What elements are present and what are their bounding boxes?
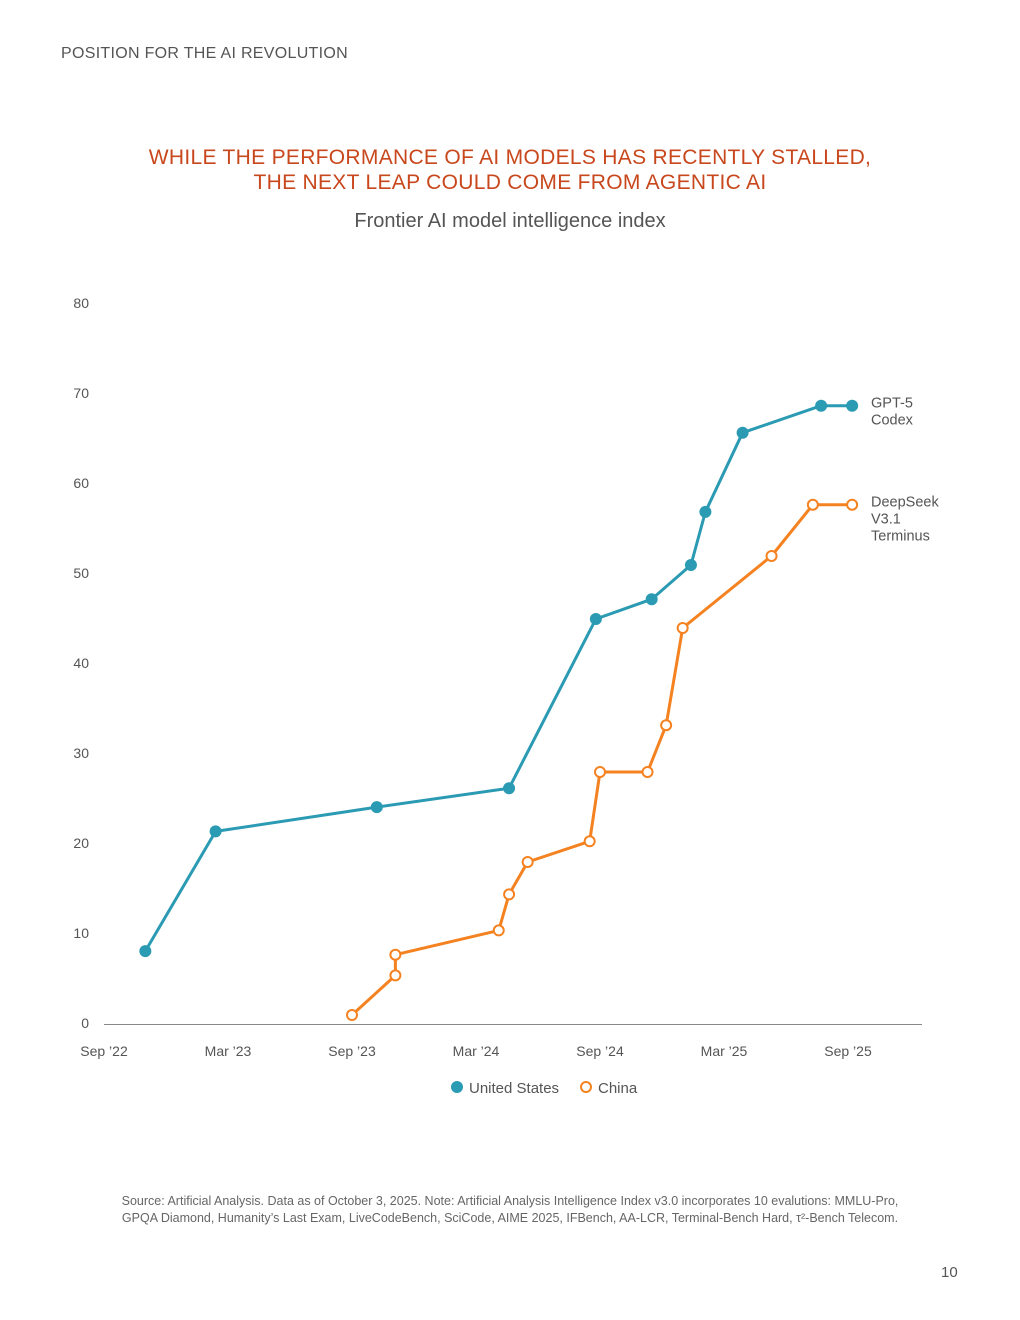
x-tick-label: Mar ’24: [453, 1043, 500, 1059]
source-note: Source: Artificial Analysis. Data as of …: [0, 1193, 1020, 1227]
data-point: [589, 613, 602, 625]
data-point: [139, 945, 152, 958]
series-line-china: [350, 503, 853, 1017]
data-point: [492, 924, 505, 937]
y-tick-label: 50: [73, 565, 89, 581]
data-point: [370, 801, 383, 814]
y-tick-label: 30: [73, 745, 89, 761]
series-end-label: DeepSeek: [871, 495, 939, 511]
data-point: [503, 888, 516, 901]
legend-marker: [451, 1081, 463, 1093]
y-tick-label: 80: [73, 295, 89, 311]
data-point: [503, 782, 516, 795]
series-end-label: V3.1: [871, 512, 901, 528]
source-line: GPQA Diamond, Humanity’s Last Exam, Live…: [121, 1211, 899, 1225]
y-tick-label: 10: [73, 925, 89, 941]
legend-label: China: [598, 1080, 638, 1097]
data-point: [521, 856, 534, 868]
x-tick-label: Sep ’25: [824, 1043, 872, 1059]
data-point: [846, 498, 859, 511]
legend-label: United States: [469, 1080, 559, 1097]
headline-line: WHILE THE PERFORMANCE OF AI MODELS HAS R…: [148, 146, 872, 169]
x-tick-label: Sep ’24: [576, 1043, 624, 1059]
series-end-label: Codex: [871, 413, 914, 429]
y-tick-label: 40: [73, 655, 89, 671]
data-point: [389, 969, 402, 982]
data-point: [209, 825, 222, 838]
data-point: [346, 1009, 358, 1021]
source-line: Source: Artificial Analysis. Data as of …: [121, 1194, 899, 1208]
data-point: [594, 766, 606, 778]
data-point: [765, 550, 778, 562]
data-point: [583, 835, 596, 848]
data-point: [846, 399, 859, 412]
x-tick-label: Sep ’23: [328, 1043, 376, 1059]
y-tick-label: 70: [73, 385, 89, 401]
x-tick-label: Mar ’25: [701, 1043, 748, 1059]
data-point: [645, 593, 658, 606]
data-point: [660, 719, 673, 732]
data-point: [815, 399, 828, 412]
y-tick-label: 0: [81, 1015, 89, 1031]
data-point: [699, 505, 712, 518]
chart-headline: WHILE THE PERFORMANCE OF AI MODELS HAS R…: [0, 145, 1020, 195]
data-point: [389, 948, 402, 961]
section-header: POSITION FOR THE AI REVOLUTION: [61, 45, 348, 62]
y-tick-label: 60: [73, 475, 89, 491]
x-tick-label: Mar ’23: [205, 1043, 252, 1059]
legend-marker: [580, 1081, 592, 1093]
headline-line: THE NEXT LEAP COULD COME FROM AGENTIC AI: [253, 171, 767, 194]
series-end-label: GPT-5: [871, 396, 913, 412]
data-point: [806, 498, 819, 511]
data-point: [736, 426, 749, 439]
y-tick-label: 20: [73, 835, 89, 851]
data-point: [641, 766, 654, 778]
data-point: [676, 622, 689, 634]
x-tick-label: Sep ’22: [80, 1043, 128, 1059]
series-end-label: Terminus: [871, 529, 930, 545]
page-number: 10: [941, 1264, 958, 1281]
chart-title: Frontier AI model intelligence index: [354, 210, 666, 232]
series-line-united-states: [144, 404, 853, 952]
data-point: [684, 559, 697, 571]
